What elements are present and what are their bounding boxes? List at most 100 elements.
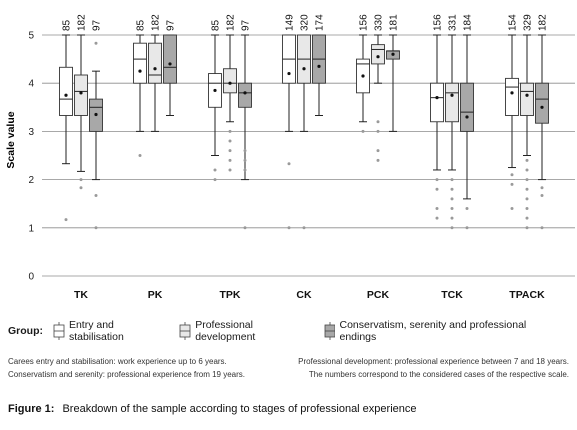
outlier-point [79,178,83,182]
count-label: 97 [166,19,177,31]
outlier-point [287,162,291,166]
count-label: 181 [389,14,400,31]
box-pk-series-1: 182 [148,14,162,132]
box-groups: 85 85 85 149 156 156 154 182 182 182 320 330 331 329 9… [59,14,549,230]
outlier-point [302,226,306,230]
box-tpk-series-2: 97 [238,19,252,230]
mean-marker [168,62,172,66]
mean-marker [317,64,321,68]
outlier-point [243,226,247,230]
count-label: 154 [508,14,519,31]
outlier-point [450,216,454,220]
y-axis: 0 1 2 3 4 5 [28,31,34,283]
mean-marker [228,81,232,85]
mean-marker [465,115,469,119]
outlier-point [525,158,529,162]
y-tick-label-2: 2 [28,175,34,186]
outlier-point [64,218,68,222]
box-ck-series-1: 320 [297,14,311,230]
box-tk-series-2: 97 [89,19,103,230]
outlier-point [213,178,217,182]
outlier-point [376,149,380,153]
outlier-point [540,226,544,230]
mean-marker [138,69,142,73]
x-tick-label-tk: TK [74,289,88,301]
outlier-point [228,149,232,153]
box-ck-series-2: 174 [312,14,326,116]
legend-item-conservatism: Conservatism, serenity and professional … [324,319,565,343]
outlier-point [525,226,529,230]
mean-marker [287,71,291,76]
mean-marker [525,93,529,97]
mean-marker [94,112,98,117]
outlier-point [243,149,247,153]
y-tick-label-3: 3 [28,127,34,138]
outlier-point [138,154,142,157]
note-conservatism: Conservatism and serenity: professional … [8,370,245,379]
box-tpack-series-0: 154 [505,14,519,211]
box-tpk-series-0: 85 [208,19,222,182]
count-label: 182 [538,14,549,31]
count-label: 156 [433,14,444,31]
outlier-point [465,207,469,211]
box-tpack-series-1: 329 [520,14,534,230]
outlier-point [94,194,98,198]
count-label: 182 [226,14,237,31]
box-iqr [535,82,549,124]
note-development: Professional development: professional e… [298,357,569,366]
box-tck-series-0: 156 [430,14,444,220]
mean-marker [361,74,365,78]
outlier-point [228,168,232,172]
box-iqr [505,77,519,116]
outlier-point [376,158,380,162]
outlier-point [465,226,469,230]
mean-marker [376,55,380,59]
y-tick-label-4: 4 [28,79,34,90]
outlier-point [510,182,514,186]
mean-marker [510,91,514,95]
box-iqr [74,74,88,116]
box-iqr [460,82,474,132]
outlier-point [450,226,454,230]
box-tk-series-0: 85 [59,19,73,222]
figure-caption-text: Breakdown of the sample according to sta… [62,403,417,415]
box-pck-series-2: 181 [386,14,400,132]
legend-label-conservatism: Conservatism, serenity and professional … [339,319,527,343]
outlier-point [435,178,439,182]
box-tpk-series-1: 182 [223,14,237,172]
legend-item-entry: Entry and stabilisation [53,319,171,343]
x-tick-label-tpack: TPACK [509,289,545,301]
box-pck-series-1: 330 [371,14,385,162]
mean-marker [450,93,454,97]
legend-box-icon-conservatism [324,322,335,340]
count-label: 97 [92,19,103,31]
y-tick-label-1: 1 [28,223,34,234]
count-label: 85 [136,19,147,31]
note-counts: The numbers correspond to the considered… [308,370,569,379]
mean-marker [435,96,439,100]
count-label: 331 [448,14,459,31]
outlier-point [510,207,514,211]
outlier-point [376,129,380,133]
x-tick-label-pk: PK [148,289,163,301]
box-iqr [133,42,147,84]
outlier-point [525,187,529,191]
outlier-point [525,168,529,172]
mean-marker [79,91,83,95]
count-label: 320 [300,14,311,31]
x-tick-label-tck: TCK [441,289,463,301]
count-label: 85 [211,19,222,31]
outlier-point [94,41,98,45]
outlier-point [540,194,544,198]
count-label: 184 [463,14,474,31]
outlier-point [450,197,454,201]
outlier-point [361,129,365,133]
legend-group-label: Group: [8,325,43,337]
legend-item-development: Professional development [179,319,315,343]
figure-caption: Figure 1: Breakdown of the sample accordi… [8,403,417,415]
outlier-point [79,186,83,190]
y-axis-label: Scale value [5,111,17,168]
boxplot-chart: 0 1 2 3 4 5 Scale value 85 85 85 149 156 156 154 182… [5,14,575,301]
box-iqr [148,42,162,84]
outlier-point [213,168,217,172]
